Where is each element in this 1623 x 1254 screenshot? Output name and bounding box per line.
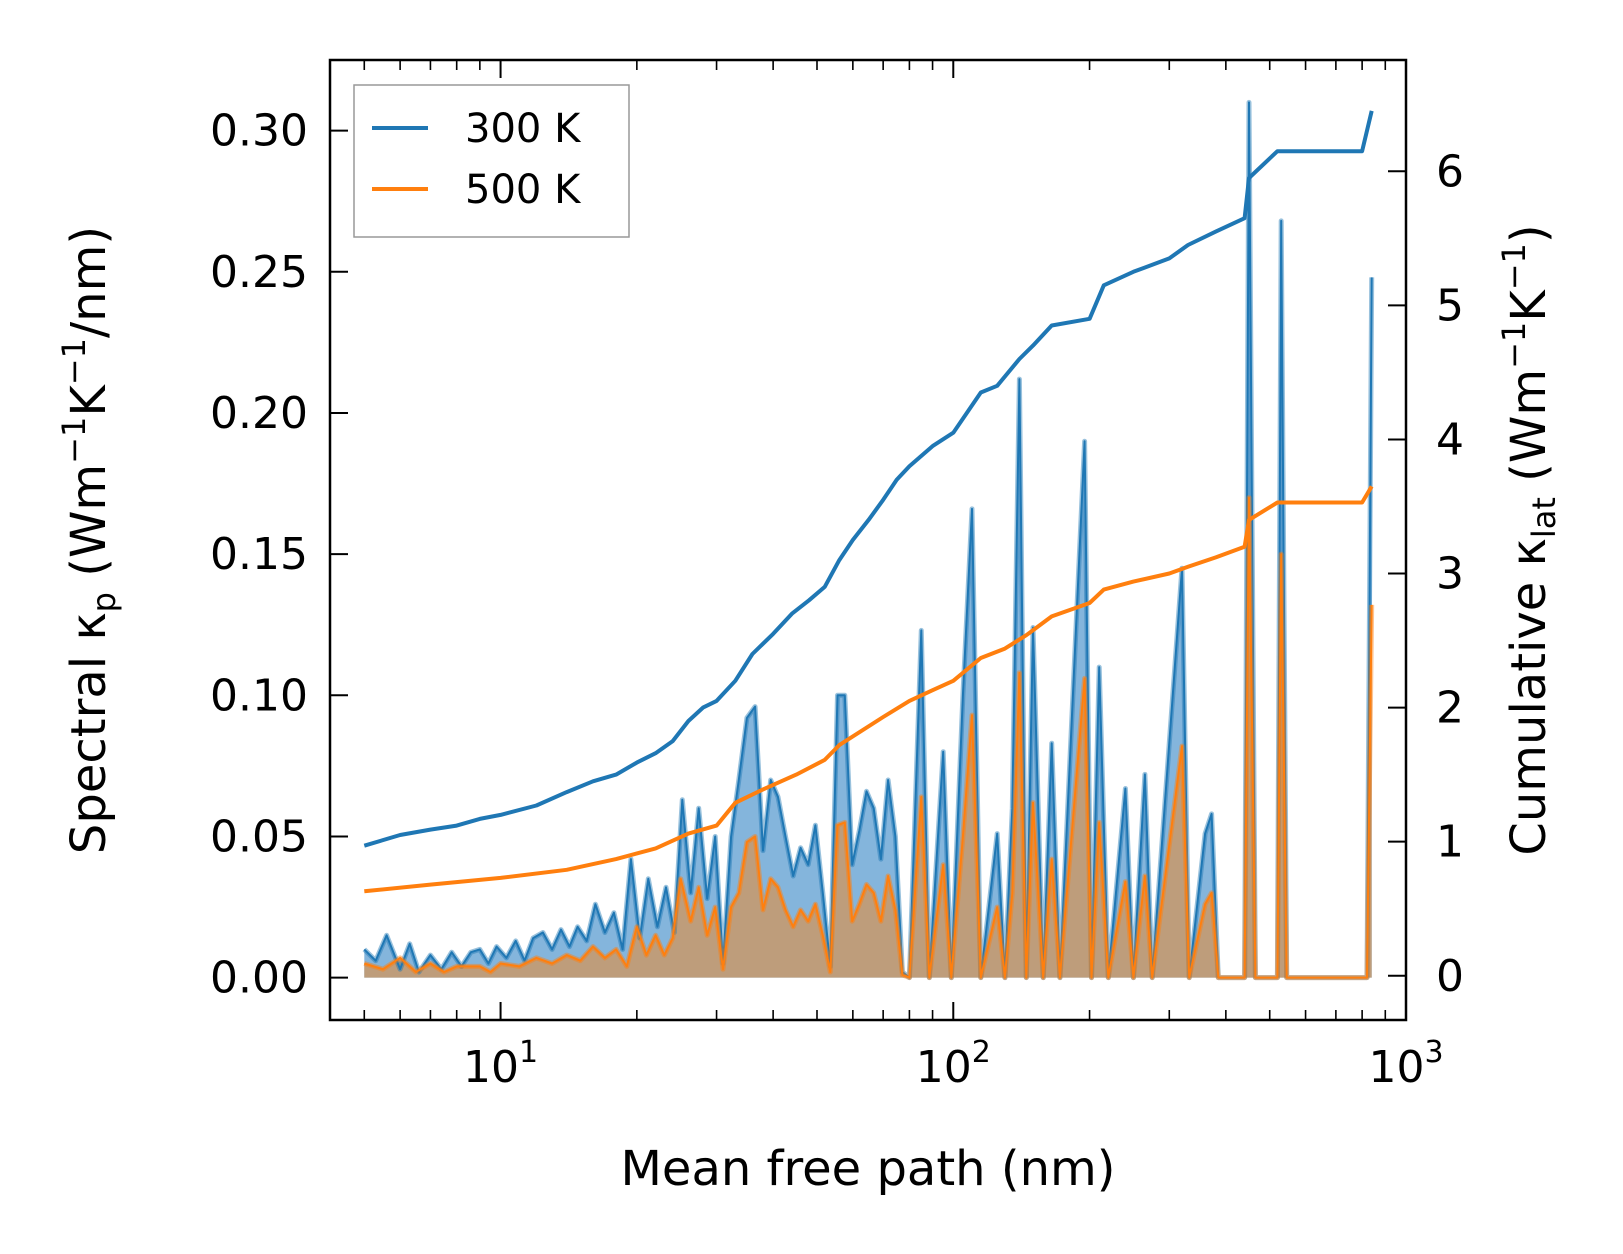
left-y-tick-label: 0.10	[210, 670, 308, 721]
right-y-tick-label: 5	[1436, 280, 1464, 331]
x-axis-label: Mean free path (nm)	[621, 1141, 1116, 1197]
right-ylabel-mid: K	[1501, 289, 1557, 322]
x-tick-label: 103	[1368, 1035, 1443, 1093]
left-ylabel-sub: p	[85, 592, 123, 612]
left-ylabel-tail: /nm)	[61, 226, 117, 338]
right-ylabel-sup2: −1	[1495, 243, 1533, 290]
right-y-tick-label: 1	[1436, 817, 1464, 868]
left-y-tick-label: 0.00	[210, 953, 308, 1004]
right-y-tick-label: 2	[1436, 683, 1464, 734]
left-y-tick-label: 0.15	[210, 529, 308, 580]
right-ylabel-sub: lat	[1525, 497, 1563, 538]
x-tick-label: 101	[463, 1035, 538, 1093]
legend-label-500k: 500 K	[465, 167, 582, 213]
x-tick-base: 10	[1368, 1042, 1424, 1093]
right-y-axis-label: Cumulative κlat (Wm−1K−1)	[1495, 224, 1563, 855]
spectral-line-500k	[364, 496, 1373, 979]
spectral-fill-layer	[364, 102, 1372, 978]
spectral-area-500k	[364, 497, 1372, 978]
right-ylabel-tail: )	[1501, 224, 1557, 243]
left-y-tick-label: 0.25	[210, 247, 308, 298]
legend: 300 K 500 K	[353, 84, 630, 238]
cumulative-line-500k	[364, 485, 1374, 894]
legend-label-300k: 300 K	[465, 106, 582, 152]
left-y-axis-label: Spectral κp (Wm−1K−1/nm)	[55, 226, 123, 854]
spectral-line-300k	[363, 101, 1373, 979]
cumulative-line-layer	[363, 110, 1374, 894]
plot-frame	[328, 58, 1408, 1022]
tick-layer: 101 102 1030.000.050.100.150.200.250.30012…	[210, 60, 1464, 1093]
legend-box	[353, 84, 630, 238]
spectral-area-300k	[364, 102, 1372, 978]
spectral-line-layer	[362, 99, 1375, 981]
left-ylabel-sup1: −1	[55, 417, 93, 464]
x-tick-base: 10	[916, 1042, 972, 1093]
x-tick-label: 102	[916, 1035, 991, 1093]
x-tick-exp: 3	[1424, 1035, 1443, 1070]
left-y-tick-label: 0.20	[210, 388, 308, 439]
x-tick-exp: 2	[972, 1035, 991, 1070]
right-y-tick-label: 0	[1436, 951, 1464, 1002]
right-y-tick-label: 4	[1436, 414, 1464, 465]
x-tick-base: 10	[463, 1042, 519, 1093]
right-ylabel-units: (Wm	[1501, 369, 1557, 497]
cumulative-line-300k	[363, 110, 1374, 848]
right-ylabel-text: Cumulative κ	[1501, 538, 1557, 856]
left-ylabel-mid: K	[61, 384, 117, 417]
x-tick-exp: 1	[519, 1035, 538, 1070]
left-y-tick-label: 0.05	[210, 811, 308, 862]
left-ylabel-units: (Wm	[61, 464, 117, 592]
left-y-tick-label: 0.30	[210, 106, 308, 157]
left-ylabel-text: Spectral κ	[61, 612, 117, 854]
left-ylabel-sup2: −1	[55, 338, 93, 385]
right-ylabel-sup1: −1	[1495, 322, 1533, 369]
right-y-tick-label: 6	[1436, 146, 1464, 197]
right-y-tick-label: 3	[1436, 549, 1464, 600]
